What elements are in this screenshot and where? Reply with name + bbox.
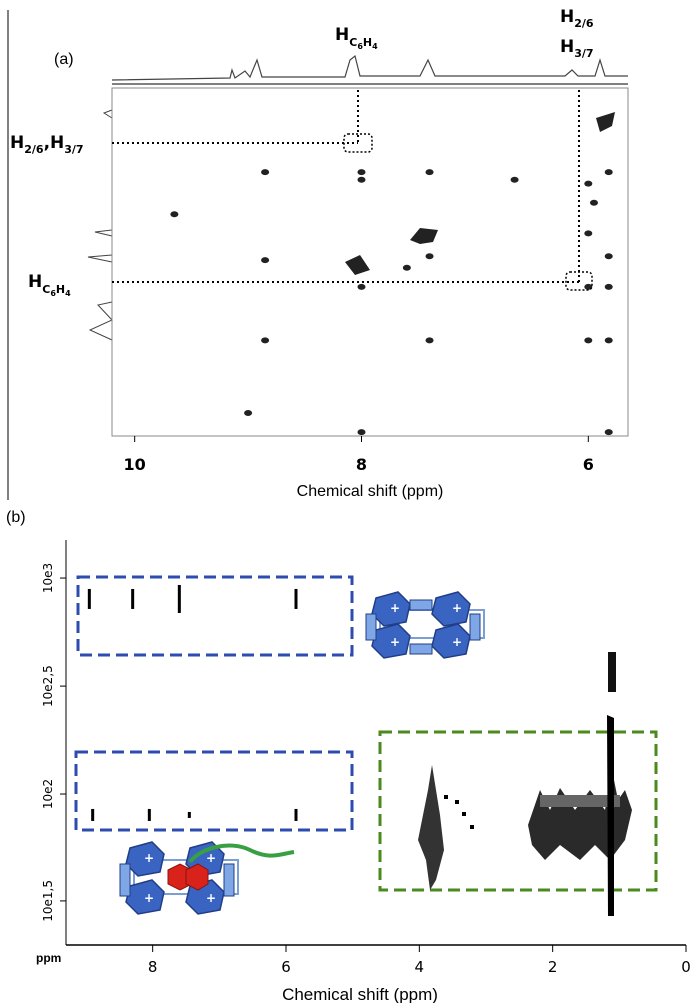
panel-b-x-tick-label: 6 <box>281 958 291 976</box>
panel-a-peak <box>425 169 434 176</box>
label-hc6h4-left: HC6H4 <box>28 272 71 298</box>
panel-a-peak <box>604 283 613 290</box>
svg-text:+: + <box>390 635 400 649</box>
panel-a-peak <box>244 410 253 417</box>
panel-a-x-tick-label: 8 <box>356 455 367 474</box>
panel-a-left-1d-spectrum <box>87 90 113 432</box>
panel-b-x-ticks: 8 6 4 2 0 <box>148 945 690 976</box>
panel-a-peak <box>604 169 613 176</box>
panel-a-peak <box>357 176 366 183</box>
panel-b-y-tick-label: 10e2 <box>41 779 55 809</box>
panel-a-peak <box>357 429 366 436</box>
label-h26-top: H2/6 <box>560 7 594 30</box>
panel-a-peak <box>261 337 270 344</box>
panel-b-peak <box>87 588 91 609</box>
panel-a-peak <box>357 169 366 176</box>
panel-a-x-ticks: 10 8 6 <box>124 436 594 474</box>
panel-b-peak <box>147 808 151 821</box>
panel-a-crosspeak-box-2 <box>565 271 593 291</box>
panel-a-peak <box>170 211 179 218</box>
panel-a-peak <box>261 257 270 264</box>
macrocycle-guest-icon-lower: + + + + <box>119 841 295 915</box>
panel-a-peak <box>604 337 613 344</box>
panel-a-x-axis-label: Chemical shift (ppm) <box>297 483 444 500</box>
panel-a-crosspeak-box-1 <box>343 133 373 153</box>
panel-a-label: (a) <box>54 51 74 68</box>
svg-text:+: + <box>452 601 462 615</box>
panel-b-x-tick-label: 0 <box>681 958 690 976</box>
panel-b-x-tick-label: 8 <box>148 958 158 976</box>
panel-a-diagonal <box>345 112 615 275</box>
macrocycle-icon-upper: + + + + <box>365 591 485 659</box>
panel-b-x-tick-label: 2 <box>548 958 558 976</box>
aliphatic-signals <box>418 652 632 916</box>
svg-text:+: + <box>144 851 154 865</box>
svg-text:+: + <box>452 635 462 649</box>
panel-b-label: (b) <box>6 509 26 526</box>
panel-b-peaks <box>87 584 298 821</box>
panel-a-peak <box>604 253 613 260</box>
svg-text:+: + <box>206 851 216 865</box>
highlight-box-upper-aromatic <box>76 575 354 657</box>
label-hc6h4-top: HC6H4 <box>335 25 378 51</box>
panel-a-peak <box>584 337 593 344</box>
panel-b-peak <box>294 808 298 821</box>
panel-a-peak <box>510 176 519 183</box>
panel-a-plot-frame <box>111 87 629 437</box>
label-h37-top: H3/7 <box>560 37 594 60</box>
panel-a-peak <box>402 264 411 271</box>
panel-a-top-1d-spectrum <box>111 54 628 81</box>
panel-a-peak <box>604 429 613 436</box>
panel-b-y-ticks: 10e3 10e2,5 10e2 10e1,5 <box>41 563 66 922</box>
panel-b-x-tick-label: 4 <box>415 958 425 976</box>
panel-b-peak <box>131 588 135 609</box>
panel-b-peak <box>294 588 298 609</box>
panel-b-y-tick-label: 10e1,5 <box>41 880 55 922</box>
panel-b-ppm-label: ppm <box>36 951 61 965</box>
panel-a-peak <box>425 337 434 344</box>
panel-b-peak <box>177 584 181 613</box>
panel-a-peak <box>261 169 270 176</box>
panel-a-peak <box>584 230 593 237</box>
panel-b: (b) 10e3 10e2,5 10e2 10e1,5 8 6 4 2 0 ppm Chemi… <box>6 509 690 1004</box>
panel-b-y-tick-label: 10e3 <box>41 563 55 593</box>
panel-a: (a) HC6H4 H2/6 H3/7 H2/6,H3/7 HC6H4 10 8 6… <box>7 7 629 500</box>
highlight-box-aliphatic <box>378 730 658 892</box>
panel-a-x-tick-label: 10 <box>124 455 146 474</box>
panel-b-y-tick-label: 10e2,5 <box>41 665 55 707</box>
svg-text:+: + <box>390 601 400 615</box>
panel-a-peak <box>584 180 593 187</box>
panel-a-peaks <box>170 169 613 436</box>
label-h26-h37-left: H2/6,H3/7 <box>10 133 84 156</box>
svg-text:+: + <box>206 891 216 905</box>
panel-b-x-axis-label: Chemical shift (ppm) <box>282 985 438 1003</box>
panel-b-peak <box>187 811 191 818</box>
panel-a-peak <box>357 283 366 290</box>
panel-b-peak <box>91 808 95 821</box>
panel-a-peak <box>425 253 434 260</box>
svg-text:+: + <box>144 891 154 905</box>
panel-a-x-tick-label: 6 <box>583 455 594 474</box>
panel-a-peak <box>589 199 598 206</box>
highlight-box-lower-aromatic <box>74 750 354 832</box>
